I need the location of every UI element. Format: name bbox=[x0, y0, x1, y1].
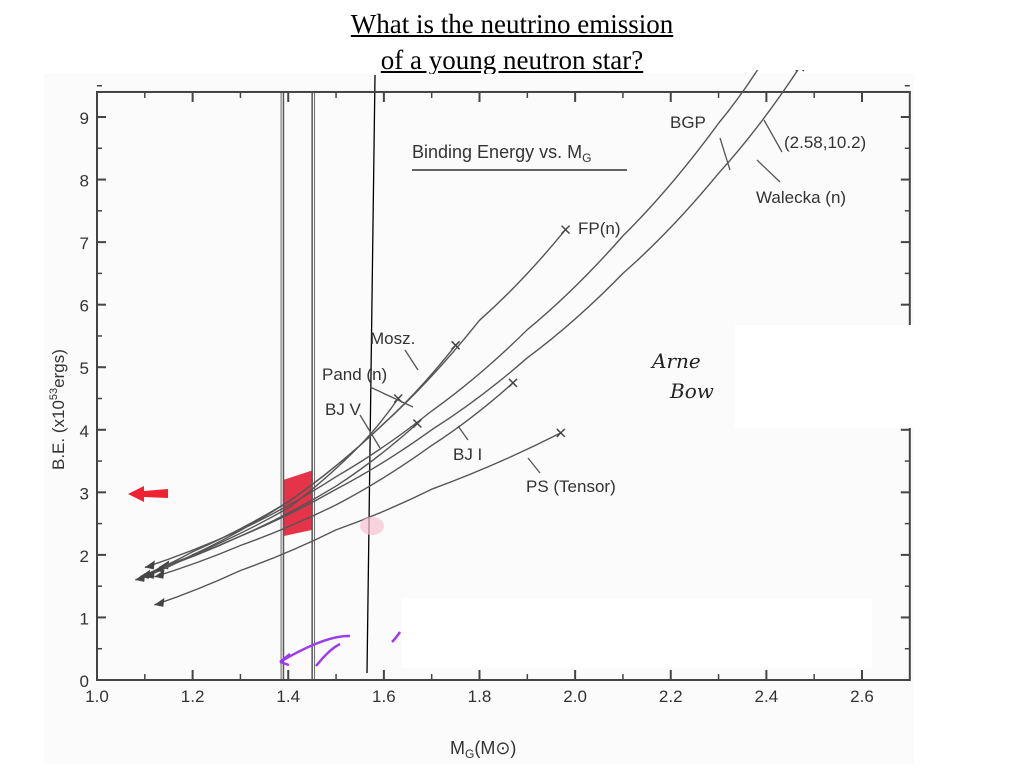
x-tick-label: 1.8 bbox=[468, 687, 492, 706]
pink-smudge bbox=[360, 517, 384, 535]
title-line-2: of a young neutron star? bbox=[380, 45, 644, 75]
handwriting-line-2: Bow bbox=[669, 379, 714, 403]
series-end-marker bbox=[451, 340, 461, 350]
series-curve-6 bbox=[154, 382, 514, 578]
x-tick-label: 2.4 bbox=[755, 687, 779, 706]
annotation-label: Mosz. bbox=[370, 329, 415, 348]
annotation-leader bbox=[763, 119, 783, 153]
series-start-arrow bbox=[144, 560, 155, 570]
annotation-label: BJ V bbox=[325, 400, 362, 419]
y-axis-label: B.E. (x1053ergs) bbox=[48, 349, 68, 470]
x-tick-label: 1.4 bbox=[276, 687, 300, 706]
purple-marker-scribble bbox=[279, 631, 402, 667]
series-end-marker bbox=[508, 378, 518, 388]
y-tick-label: 3 bbox=[80, 484, 89, 503]
series-curve-5 bbox=[154, 422, 418, 572]
y-tick-label: 5 bbox=[80, 359, 89, 378]
series-start-arrow bbox=[154, 569, 165, 579]
series-start-arrow bbox=[144, 569, 155, 579]
series-end-marker bbox=[795, 62, 805, 72]
y-tick-label: 2 bbox=[80, 547, 89, 566]
red-arrow-icon bbox=[128, 486, 168, 502]
chart-panel: 0 1 2 3 4 5 6 7 8 9 1.0 1.2 1.4 1.6 1.8 2.0 2.2 2.4 2.6 BG… bbox=[40, 43, 920, 768]
x-axis-label: MG(M⊙) bbox=[450, 738, 516, 761]
x-tick-label: 1.2 bbox=[181, 687, 205, 706]
y-tick-label: 7 bbox=[80, 234, 89, 253]
title-line-1: What is the neutrino emission bbox=[350, 9, 674, 39]
y-tick-label: 6 bbox=[80, 297, 89, 316]
annotation-leader bbox=[527, 457, 541, 474]
series-start-arrow bbox=[154, 597, 165, 607]
binding-energy-chart: 0 1 2 3 4 5 6 7 8 9 1.0 1.2 1.4 1.6 1.8 2.0 2.2 2.4 2.6 BG… bbox=[44, 43, 920, 764]
series-end-marker bbox=[561, 225, 571, 235]
white-cover-box-upper bbox=[735, 325, 920, 428]
annotation-leader bbox=[404, 349, 419, 371]
y-tick-label: 1 bbox=[80, 609, 89, 628]
annotation-leader bbox=[369, 386, 414, 408]
annotation-label: (2.58,10.2) bbox=[784, 133, 866, 152]
series-curve-7 bbox=[154, 432, 562, 606]
handwriting-line-1: Arne bbox=[650, 349, 701, 373]
y-tick-label: 9 bbox=[80, 109, 89, 128]
x-tick-label: 1.6 bbox=[372, 687, 396, 706]
annotation-label: Walecka (n) bbox=[756, 188, 846, 207]
guide-line bbox=[366, 74, 376, 674]
x-tick-label: 2.0 bbox=[563, 687, 587, 706]
chart-title: Binding Energy vs. MG bbox=[412, 142, 591, 165]
x-tick-label: 2.2 bbox=[659, 687, 683, 706]
slide-title: What is the neutrino emission of a young… bbox=[0, 6, 1024, 78]
annotation-leader bbox=[359, 414, 381, 449]
annotation-label: BGP bbox=[670, 113, 706, 132]
series-curve-3 bbox=[139, 344, 457, 578]
annotation-label: PS (Tensor) bbox=[526, 477, 616, 496]
annotation-leader bbox=[756, 159, 781, 183]
annotation-label: BJ I bbox=[453, 445, 482, 464]
white-cover-box-lower bbox=[402, 598, 872, 668]
series-end-marker bbox=[412, 418, 422, 429]
y-tick-label: 4 bbox=[80, 422, 89, 441]
x-tick-label: 2.6 bbox=[850, 687, 874, 706]
y-tick-label: 0 bbox=[80, 672, 89, 691]
annotation-label: Pand (n) bbox=[322, 365, 387, 384]
series-start-arrow bbox=[154, 563, 165, 573]
series-end-marker bbox=[556, 428, 566, 438]
x-tick-label: 1.0 bbox=[85, 687, 109, 706]
annotation-leader bbox=[457, 425, 469, 441]
annotation-label: FP(n) bbox=[578, 219, 621, 238]
annotation-leader bbox=[719, 137, 731, 171]
y-tick-label: 8 bbox=[80, 172, 89, 191]
